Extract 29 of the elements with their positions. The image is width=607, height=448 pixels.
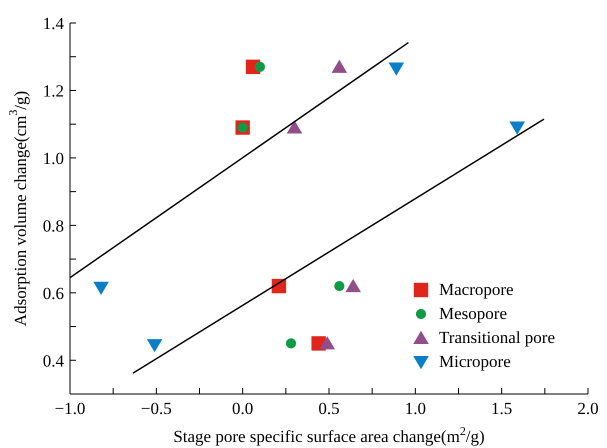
y-tick-label: 0.4 [42,351,64,370]
point [93,282,109,295]
y-tick-label: 1.4 [42,14,64,34]
x-tick-label: 0.0 [232,399,254,418]
point [345,278,361,292]
x-tick-label: −1.0 [54,399,86,418]
point [254,62,266,72]
x-tick-label: 2.0 [577,399,599,418]
x-axis-title: Stage pore specific surface area change(m$^{2}$/g) [173,424,485,446]
point [286,120,302,134]
legend-label: Micropore [439,352,511,372]
point [332,60,348,73]
x-tick-label: −0.5 [140,399,172,418]
point [146,339,162,352]
legend-label: Mesopore [439,304,507,324]
y-tick-label: 1.0 [42,148,64,168]
point [388,62,404,76]
x-tick-label: 1.5 [491,399,512,418]
y-tick-label: 0.8 [42,216,64,236]
legend-label: Transitional pore [439,328,556,348]
y-tick-label: 1.2 [42,81,64,100]
point [319,336,336,350]
point [509,122,526,135]
legend-label: Macropore [439,280,514,300]
point [286,338,296,349]
point [334,280,344,292]
x-tick-label: 0.5 [318,399,340,418]
x-tick-label: 1.0 [404,399,426,418]
y-tick-label: 0.6 [42,284,64,303]
